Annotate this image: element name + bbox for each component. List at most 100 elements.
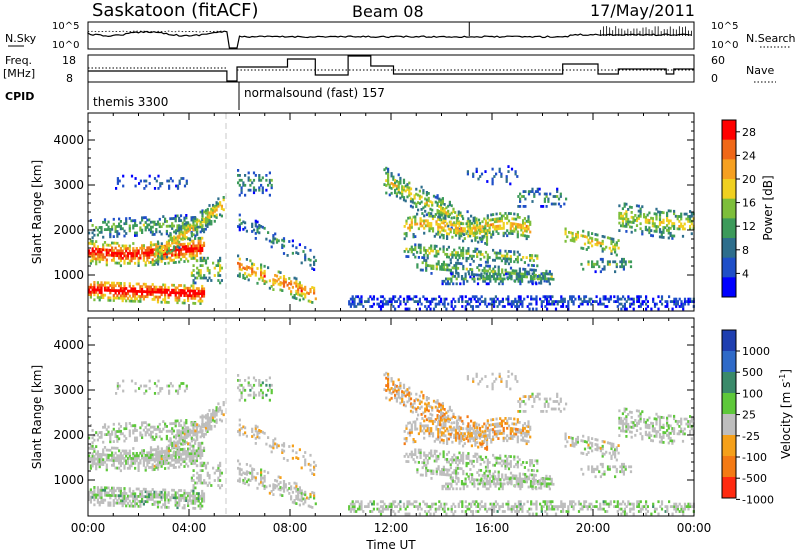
velocity-cell [197,492,200,495]
power-cell [134,231,137,235]
power-cell [579,302,582,306]
power-cell [206,217,209,221]
power-cell [114,225,117,228]
power-cell [644,225,647,229]
velocity-cell [153,460,156,463]
power-cell [302,292,305,296]
power-cell [199,241,202,245]
power-cell [181,221,184,225]
velocity-cell [119,487,122,490]
power-cell [492,270,495,273]
power-cell [442,247,445,251]
power-cell [217,271,220,275]
velocity-cell [422,394,425,397]
power-cell [439,215,442,219]
power-cell [128,229,131,233]
power-cell [572,295,575,299]
power-cell [171,224,174,228]
velocity-cell [146,490,149,494]
power-cell [274,281,277,285]
velocity-cell [174,456,177,459]
velocity-cell [178,465,181,469]
power-cell [166,255,169,259]
power-cell [639,207,642,211]
velocity-cell [185,462,188,466]
power-cell [458,224,461,228]
power-cell [646,221,649,224]
power-cell [190,252,193,255]
power-cell [636,295,639,299]
velocity-cell [298,448,301,452]
power-cell [238,257,241,261]
power-cell [660,295,664,299]
power-cell [392,297,395,301]
power-cell [595,295,598,299]
velocity-cell [122,379,125,383]
power-cell [309,258,312,262]
power-cell [197,244,200,248]
velocity-cell [148,497,151,501]
velocity-cell [103,453,107,457]
velocity-cell [109,437,112,441]
power-cell [313,268,316,271]
velocity-cell [270,490,273,493]
power-cell [98,260,101,264]
power-cell [123,254,126,258]
velocity-cell [123,489,126,493]
velocity-cell [149,493,153,496]
velocity-cell [137,454,140,458]
velocity-cell [293,486,296,490]
power-cell [553,302,556,306]
power-cell [477,250,481,254]
power-cell [690,222,693,226]
power-cell [169,238,172,241]
power-cell [455,269,458,272]
velocity-cell [440,411,443,414]
power-cell [445,297,448,301]
power-cell [300,291,303,295]
power-cell [254,224,257,228]
velocity-cell [304,498,307,501]
power-cell [105,281,108,285]
power-cell [641,205,644,209]
power-cell [397,305,400,308]
power-cell [160,285,163,289]
power-cell [466,210,469,214]
power-cell [96,245,99,249]
power-cell [418,307,421,311]
velocity-cell [156,450,160,454]
power-cell [187,299,190,302]
velocity-cell [134,382,137,385]
power-cell [263,269,266,273]
velocity-cell [105,466,108,469]
power-cell [88,290,91,294]
power-cell [109,235,112,239]
power-cell [304,295,307,299]
power-cell [471,307,474,311]
power-cell [474,229,477,232]
velocity-cell [114,451,117,455]
velocity-cell [202,497,206,501]
velocity-cell [268,386,271,390]
velocity-cell [148,456,151,459]
velocity-cell [201,416,204,420]
velocity-cell [183,450,186,454]
power-cell [105,228,108,231]
power-cell [413,196,416,200]
power-cell [410,248,413,251]
power-cell [420,185,423,189]
velocity-cell [201,489,204,493]
power-cell [180,232,183,236]
velocity-cell [425,408,428,412]
velocity-cell [153,438,156,441]
power-cell [155,228,158,231]
power-cell [636,300,639,303]
velocity-cell [183,499,186,502]
velocity-cell [204,466,208,470]
velocity-cell [173,442,176,446]
velocity-cell [132,494,135,498]
power-cell [194,219,197,223]
power-cell [428,246,431,250]
power-cell [134,261,137,265]
velocity-cell [128,457,131,460]
